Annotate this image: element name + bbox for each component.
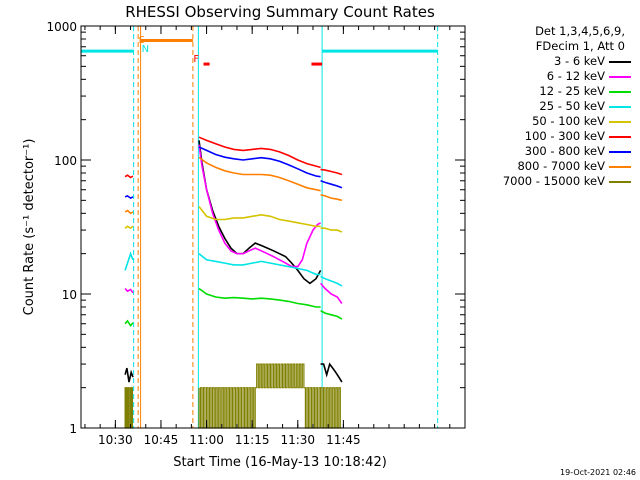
- legend-swatch: [609, 106, 631, 108]
- series-6-12-kev-seg-1: [198, 144, 321, 268]
- series-25-50-kev: [124, 251, 343, 287]
- legend-header-2: FDecim 1, Att 0: [535, 39, 625, 53]
- flag-n: N: [142, 44, 149, 55]
- series-12-25-kev-seg-1: [198, 287, 321, 308]
- series-300-800-kev-seg-1: [198, 146, 321, 178]
- series-300-800-kev-seg-2: [320, 180, 343, 189]
- legend-header-1: Det 1,3,4,5,6,9,: [535, 24, 625, 38]
- series-800-7000-kev-seg-0: [124, 209, 134, 215]
- legend-entry-25-50-kev: 25 - 50 keV: [478, 99, 633, 114]
- series-6-12-kev-seg-0: [124, 287, 134, 294]
- series-6-12-kev: [124, 144, 343, 304]
- series-100-300-kev-seg-0: [124, 174, 134, 179]
- series-12-25-kev: [124, 287, 343, 328]
- legend-label: 7000 - 15000 keV: [502, 174, 605, 188]
- series-25-50-kev-seg-0: [124, 251, 134, 271]
- plot-frame: [80, 25, 466, 429]
- series-25-50-kev-seg-1: [198, 253, 321, 276]
- timestamp: 19-Oct-2021 02:46: [560, 468, 636, 477]
- series-7000-15000-kev-seg-2: [320, 387, 342, 429]
- legend-swatch: [609, 151, 631, 153]
- series-100-300-kev: [124, 136, 343, 179]
- legend-swatch: [609, 121, 631, 123]
- legend-entry-12-25-kev: 12 - 25 keV: [478, 84, 633, 99]
- legend-label: 25 - 50 keV: [539, 99, 605, 113]
- legend-label: 300 - 800 keV: [524, 144, 605, 158]
- series-25-50-kev-seg-2: [320, 275, 343, 287]
- series-800-7000-kev: [124, 156, 343, 215]
- series-3-6-kev: [124, 140, 343, 383]
- legend: Det 1,3,4,5,6,9, FDecim 1, Att 0 3 - 6 k…: [478, 24, 633, 189]
- series-800-7000-kev-seg-2: [320, 194, 343, 202]
- series-50-100-kev-seg-1: [198, 206, 321, 228]
- x-tick-label: 11:45: [326, 433, 361, 447]
- legend-entry-3-6-kev: 3 - 6 keV: [478, 54, 633, 69]
- series-3-6-kev-seg-2: [320, 362, 343, 383]
- axis-ticks: 1 10 100 1000 10:30 10:45 11:00 11:15 11:30 11:45: [46, 20, 465, 447]
- legend-entry-50-100-kev: 50 - 100 keV: [478, 114, 633, 129]
- legend-label: 50 - 100 keV: [532, 114, 605, 128]
- series-3-6-kev-seg-0: [124, 367, 134, 383]
- flag-f: F: [193, 54, 199, 65]
- legend-swatch: [609, 181, 631, 183]
- series-12-25-kev-seg-2: [320, 309, 343, 320]
- x-tick-label: 10:45: [144, 433, 179, 447]
- legend-swatch: [609, 136, 631, 138]
- legend-entry-7000-15000-kev: 7000 - 15000 keV: [478, 174, 633, 189]
- legend-swatch: [609, 166, 631, 168]
- legend-label: 12 - 25 keV: [539, 84, 605, 98]
- y-tick-label: 10: [62, 288, 77, 302]
- x-tick-label: 10:30: [98, 433, 133, 447]
- series-100-300-kev-seg-2: [320, 168, 343, 176]
- flag-s: S: [139, 35, 145, 46]
- legend-label: 6 - 12 keV: [546, 69, 605, 83]
- x-tick-label: 11:15: [235, 433, 270, 447]
- x-tick-label: 11:30: [280, 433, 315, 447]
- legend-entry-300-800-kev: 300 - 800 keV: [478, 144, 633, 159]
- series-7000-15000-kev-seg-0: [124, 387, 133, 429]
- series-50-100-kev-seg-0: [124, 225, 134, 230]
- series-3-6-kev-seg-1: [198, 140, 322, 285]
- series-800-7000-kev-seg-1: [198, 156, 321, 192]
- legend-entry-6-12-kev: 6 - 12 keV: [478, 69, 633, 84]
- legend-swatch: [609, 91, 631, 93]
- series-6-12-kev-seg-2: [320, 282, 343, 304]
- y-tick-label: 1: [69, 422, 77, 436]
- legend-entry-100-300-kev: 100 - 300 keV: [478, 129, 633, 144]
- series-50-100-kev: [124, 206, 343, 233]
- y-tick-label: 1000: [46, 20, 77, 34]
- series-300-800-kev-seg-0: [124, 194, 134, 200]
- y-axis-label: Count Rate (s⁻¹ detector⁻¹): [22, 139, 37, 316]
- series-300-800-kev: [124, 146, 343, 200]
- legend-label: 100 - 300 keV: [524, 129, 605, 143]
- series-7000-15000-kev-seg-1: [198, 363, 321, 429]
- plot-area: SN F: [80, 26, 439, 429]
- legend-swatch: [609, 76, 631, 78]
- series-7000-15000-kev: [124, 363, 342, 429]
- y-tick-label: 100: [54, 154, 77, 168]
- legend-label: 800 - 7000 keV: [517, 159, 605, 173]
- series-12-25-kev-seg-0: [124, 319, 134, 328]
- series-50-100-kev-seg-2: [320, 227, 343, 233]
- series-100-300-kev-seg-1: [198, 136, 321, 169]
- x-tick-label: 11:00: [189, 433, 224, 447]
- chart-title: RHESSI Observing Summary Count Rates: [125, 3, 435, 21]
- x-axis-label: Start Time (16-May-13 10:18:42): [173, 455, 387, 470]
- legend-swatch: [609, 61, 631, 63]
- legend-entry-800-7000-kev: 800 - 7000 keV: [478, 159, 633, 174]
- legend-label: 3 - 6 keV: [554, 54, 605, 68]
